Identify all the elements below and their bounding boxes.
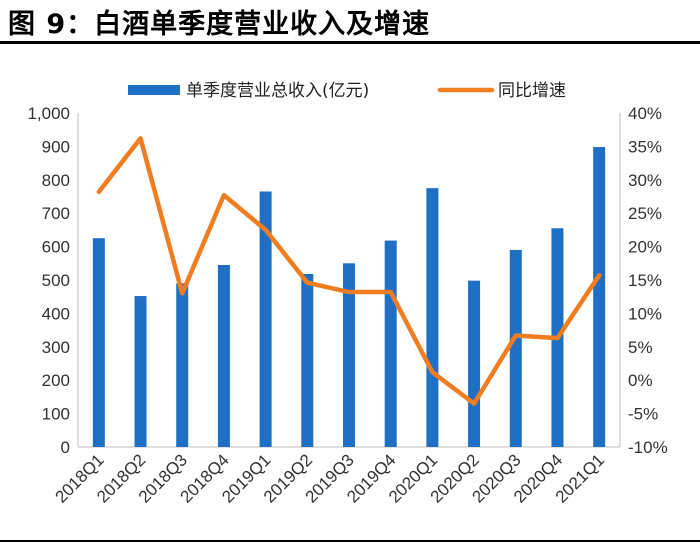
y-left-tick-label: 1,000 — [27, 104, 70, 123]
y-left-tick-label: 0 — [61, 438, 70, 457]
bar — [301, 273, 314, 447]
legend-bar-swatch — [128, 85, 180, 95]
y-right-tick-label: 0% — [628, 371, 653, 390]
y-right-tick-label: 35% — [628, 137, 662, 156]
bar — [343, 263, 355, 447]
y-right-tick-label: -10% — [628, 438, 668, 457]
bar — [593, 147, 606, 447]
bar — [426, 188, 439, 447]
y-left-tick-label: 800 — [42, 171, 70, 190]
legend-bar-label: 单季度营业总收入(亿元) — [186, 81, 369, 101]
bottom-rule — [0, 540, 700, 542]
y-left-tick-label: 400 — [42, 304, 70, 323]
y-left-tick-label: 600 — [42, 238, 70, 257]
legend-line-label: 同比增速 — [498, 81, 566, 101]
y-left-tick-label: 900 — [42, 137, 70, 156]
y-left-tick-label: 500 — [42, 271, 70, 290]
bar — [259, 191, 272, 447]
y-left-tick-label: 300 — [42, 338, 70, 357]
y-left-tick-label: 700 — [42, 204, 70, 223]
y-right-tick-label: -5% — [628, 405, 658, 424]
bar — [509, 249, 522, 447]
bar — [384, 240, 397, 447]
y-right-tick-label: 30% — [628, 171, 662, 190]
bar — [176, 283, 189, 447]
figure-header: 图 9：白酒单季度营业收入及增速 — [0, 0, 700, 44]
bar — [217, 264, 230, 447]
y-right-tick-label: 40% — [628, 104, 662, 123]
y-right-tick-label: 20% — [628, 238, 662, 257]
y-right-tick-label: 25% — [628, 204, 662, 223]
figure-title: 图 9：白酒单季度营业收入及增速 — [8, 9, 431, 40]
bar — [92, 238, 105, 447]
y-right-tick-label: 5% — [628, 338, 653, 357]
y-left-tick-label: 100 — [42, 405, 70, 424]
bar — [468, 280, 481, 447]
bar — [134, 296, 147, 447]
title-rule — [0, 41, 700, 44]
y-right-tick-label: 10% — [628, 304, 662, 323]
y-left-tick-label: 200 — [42, 371, 70, 390]
y-right-tick-label: 15% — [628, 271, 662, 290]
